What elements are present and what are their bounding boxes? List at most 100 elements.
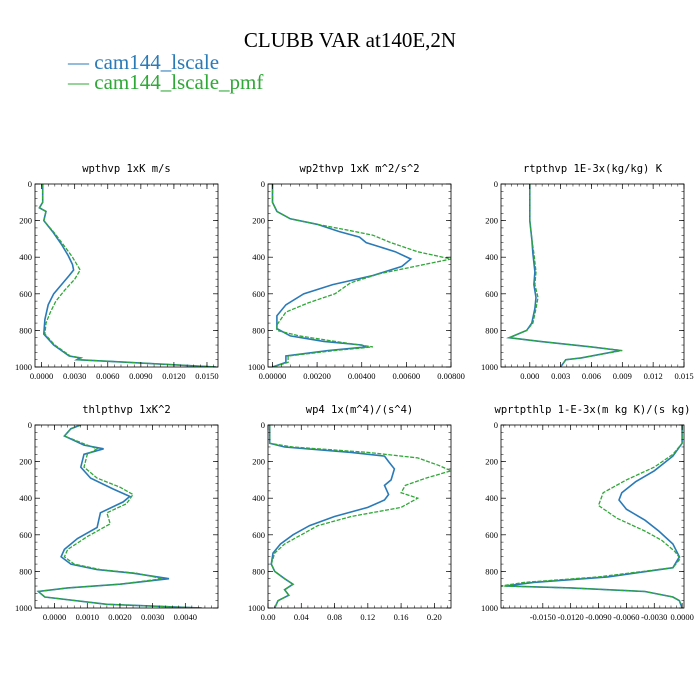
y-tick-label: 200 xyxy=(252,457,265,467)
x-tick-label: 0.12 xyxy=(360,612,375,622)
series-line-2 xyxy=(36,425,202,608)
y-tick-label: 400 xyxy=(485,252,498,262)
x-tick-label: 0.003 xyxy=(551,371,570,381)
x-tick-label: 0.0040 xyxy=(174,612,197,622)
plot-frame xyxy=(500,183,685,368)
y-tick-label: 600 xyxy=(485,530,498,540)
figure-title: CLUBB VAR at140E,2N xyxy=(243,28,457,52)
x-tick-label: -0.0030 xyxy=(641,612,667,622)
series-line-1 xyxy=(38,184,216,367)
x-tick-label: 0.012 xyxy=(644,371,663,381)
y-tick-label: 800 xyxy=(252,325,265,335)
y-tick-label: 200 xyxy=(19,216,32,226)
series-line-2 xyxy=(38,184,216,367)
panel-4: thlpthvp 1xK^2 0.0000 0.0010 0.0020 0.0030 0.… xyxy=(15,404,219,622)
y-tick-label: 600 xyxy=(485,289,498,299)
x-tick-label: 0.0000 xyxy=(43,612,66,622)
panel-title: thlpthvp 1xK^2 xyxy=(82,404,171,416)
y-tick-label: 400 xyxy=(19,493,32,503)
panel-title: wprtpthlp 1-E-3x(m kg K)/(s kg) xyxy=(495,404,691,416)
plot-frame xyxy=(34,424,219,609)
y-tick-label: 0 xyxy=(28,179,32,189)
y-tick-label: 600 xyxy=(19,289,32,299)
plot-frame xyxy=(34,183,219,368)
legend-entry-lscale: — cam144_lscale xyxy=(68,50,220,74)
y-tick-label: 800 xyxy=(252,566,265,576)
y-tick-label: 600 xyxy=(252,530,265,540)
x-tick-label: 0.0030 xyxy=(141,612,164,622)
plot-frame xyxy=(267,183,452,368)
y-tick-label: 800 xyxy=(485,566,498,576)
legend-label-lscale: cam144_lscale xyxy=(94,50,220,74)
panel-title: wpthvp 1xK m/s xyxy=(82,163,171,175)
panel-5: wp4 1x(m^4)/(s^4) 0.00 0.04 0.08 0.12 0.16 0.2… xyxy=(248,404,452,622)
y-tick-label: 400 xyxy=(252,493,265,503)
x-tick-label: 0.006 xyxy=(582,371,601,381)
x-tick-label: 0.0120 xyxy=(162,371,185,381)
y-tick-label: 400 xyxy=(485,493,498,503)
y-tick-label: 400 xyxy=(19,252,32,262)
series-line-1 xyxy=(505,425,683,608)
y-tick-label: 600 xyxy=(19,530,32,540)
x-tick-label: 0.0010 xyxy=(76,612,99,622)
y-tick-label: 200 xyxy=(485,457,498,467)
y-tick-label: 600 xyxy=(252,289,265,299)
y-tick-label: 1000 xyxy=(15,362,32,372)
plot-frame xyxy=(267,424,452,609)
y-tick-label: 200 xyxy=(485,216,498,226)
y-tick-label: 1000 xyxy=(248,362,265,372)
series-line-1 xyxy=(506,184,621,367)
plot-frame xyxy=(500,424,685,609)
x-tick-label: 0.20 xyxy=(427,612,442,622)
y-tick-label: 1000 xyxy=(15,603,32,613)
y-tick-label: 800 xyxy=(485,325,498,335)
y-tick-label: 1000 xyxy=(248,603,265,613)
x-tick-label: 0.00400 xyxy=(348,371,376,381)
x-tick-label: 0.16 xyxy=(394,612,409,622)
x-tick-label: 0.00800 xyxy=(437,371,465,381)
x-tick-label: 0.04 xyxy=(294,612,310,622)
series-line-2 xyxy=(269,425,451,608)
x-tick-label: 0.0020 xyxy=(108,612,131,622)
x-tick-label: 0.015 xyxy=(674,371,693,381)
x-tick-label: 0.08 xyxy=(327,612,342,622)
panel-3: rtpthvp 1E-3x(kg/kg) K 0.000 0.003 0.006 0.0… xyxy=(481,163,694,381)
x-tick-label: 0.0030 xyxy=(63,371,86,381)
y-tick-label: 400 xyxy=(252,252,265,262)
y-tick-label: 1000 xyxy=(481,362,498,372)
y-tick-label: 0 xyxy=(494,420,498,430)
x-tick-label: 0.0000 xyxy=(30,371,53,381)
y-tick-label: 200 xyxy=(19,457,32,467)
panel-title: wp4 1x(m^4)/(s^4) xyxy=(306,404,413,416)
series-line-1 xyxy=(36,425,202,608)
y-tick-label: 800 xyxy=(19,325,32,335)
x-tick-label: 0.000 xyxy=(520,371,539,381)
x-tick-label: -0.0150 xyxy=(530,612,556,622)
panel-title: rtpthvp 1E-3x(kg/kg) K xyxy=(523,163,663,175)
x-tick-label: 0.00 xyxy=(261,612,276,622)
legend-entry-lscale-pmf: — cam144_lscale_pmf xyxy=(68,70,264,94)
x-tick-label: 0.00000 xyxy=(259,371,287,381)
x-tick-label: 0.0000 xyxy=(670,612,693,622)
y-tick-label: 800 xyxy=(19,566,32,576)
x-tick-label: -0.0120 xyxy=(558,612,584,622)
legend-label-lscale-pmf: cam144_lscale_pmf xyxy=(94,70,264,94)
x-tick-label: 0.0090 xyxy=(129,371,152,381)
series-line-2 xyxy=(271,184,451,367)
y-tick-label: 0 xyxy=(261,179,265,189)
series-line-1 xyxy=(271,184,413,367)
panel-1: wpthvp 1xK m/s 0.0000 0.0030 0.0060 0.0090 0.… xyxy=(15,163,219,381)
y-tick-label: 0 xyxy=(28,420,32,430)
x-tick-label: 0.0150 xyxy=(195,371,218,381)
y-tick-label: 1000 xyxy=(481,603,498,613)
series-line-2 xyxy=(506,184,623,367)
y-tick-label: 0 xyxy=(261,420,265,430)
y-tick-label: 0 xyxy=(494,179,498,189)
x-tick-label: -0.0060 xyxy=(613,612,639,622)
x-tick-label: 0.00200 xyxy=(303,371,331,381)
panel-title: wp2thvp 1xK m^2/s^2 xyxy=(299,163,419,175)
x-tick-label: -0.0090 xyxy=(585,612,611,622)
panel-6: wprtpthlp 1-E-3x(m kg K)/(s kg)-0.0150 -0… xyxy=(481,404,694,622)
panel-2: wp2thvp 1xK m^2/s^2 0.00000 0.00200 0.00400… xyxy=(248,163,465,381)
